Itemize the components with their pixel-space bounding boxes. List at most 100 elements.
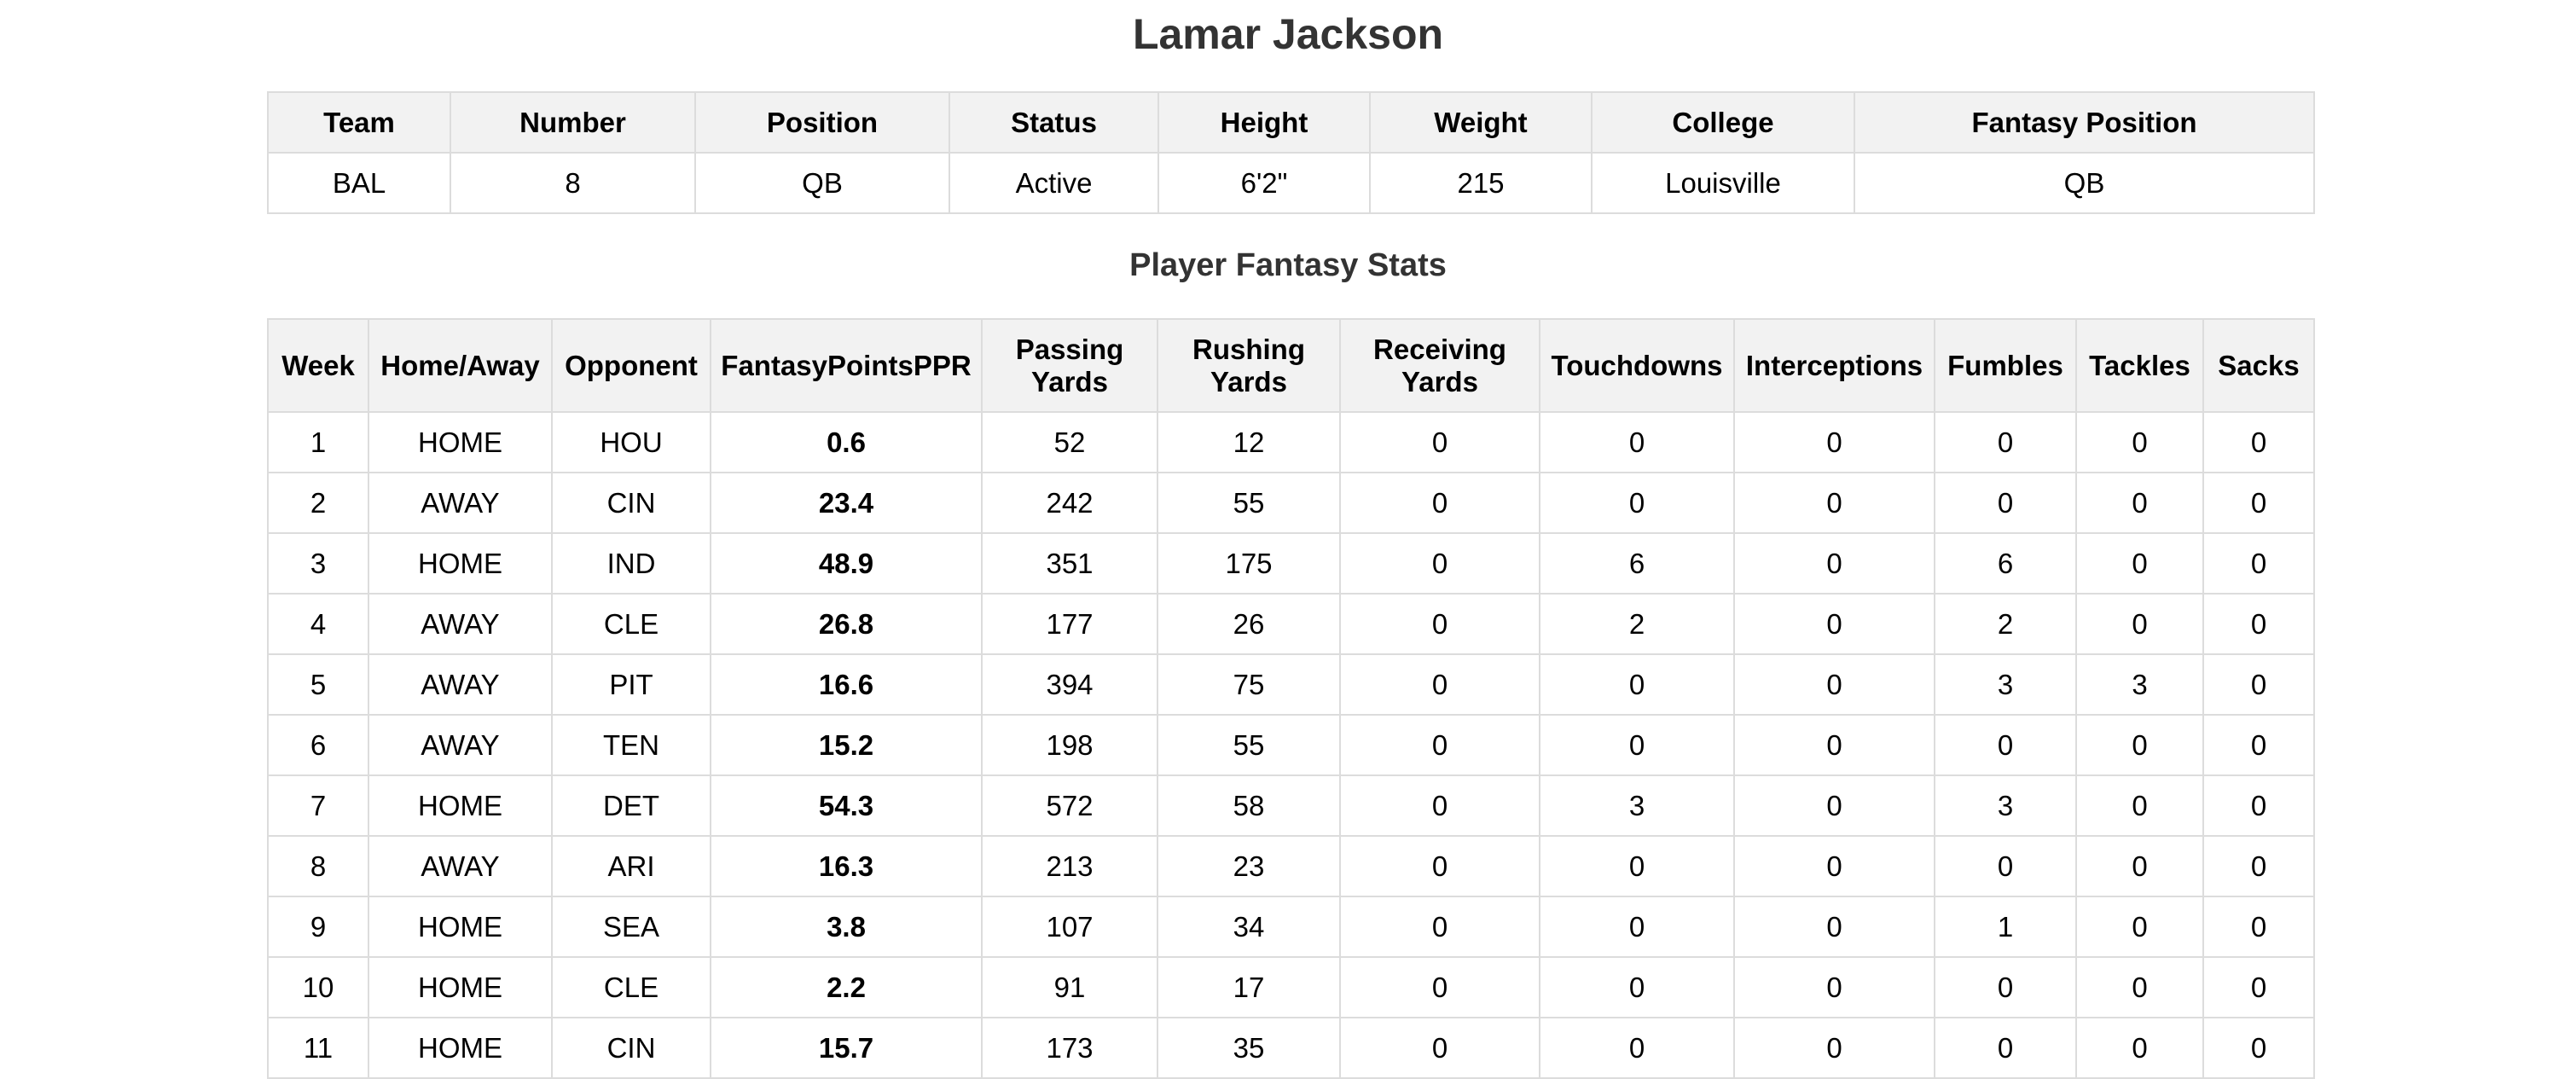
cell-receiving-yards: 0 [1339, 774, 1540, 837]
info-header-row: Team Number Position Status Height Weigh… [267, 91, 2315, 154]
cell-touchdowns: 0 [1539, 956, 1735, 1018]
cell-passing-yards: 572 [981, 774, 1158, 837]
cell-opponent: CIN [551, 1017, 711, 1079]
cell-home-away: HOME [368, 956, 553, 1018]
cell-fumbles: 0 [1934, 472, 2077, 534]
header-home-away: Home/Away [368, 318, 553, 413]
cell-home-away: AWAY [368, 653, 553, 716]
cell-receiving-yards: 0 [1339, 411, 1540, 473]
cell-interceptions: 0 [1733, 411, 1935, 473]
cell-sacks: 0 [2202, 835, 2315, 897]
cell-passing-yards: 198 [981, 714, 1158, 776]
cell-opponent: HOU [551, 411, 711, 473]
cell-touchdowns: 0 [1539, 714, 1735, 776]
cell-sacks: 0 [2202, 714, 2315, 776]
cell-touchdowns: 0 [1539, 1017, 1735, 1079]
stats-table-body: 1 HOME HOU 0.6 52 12 0 0 0 0 0 0 2 AWAY CIN 23.4 242 55 0 0… [267, 411, 2315, 1079]
table-row: 6 AWAY TEN 15.2 198 55 0 0 0 0 0 0 [267, 714, 2315, 776]
cell-fumbles: 0 [1934, 411, 2077, 473]
header-sacks: Sacks [2202, 318, 2315, 413]
cell-sacks: 0 [2202, 532, 2315, 595]
cell-rushing-yards: 75 [1157, 653, 1341, 716]
cell-home-away: AWAY [368, 593, 553, 655]
cell-fantasy-points: 3.8 [710, 896, 983, 958]
header-interceptions: Interceptions [1733, 318, 1935, 413]
info-position: QB [694, 152, 950, 214]
info-header-status: Status [949, 91, 1159, 154]
info-fantasy-position: QB [1854, 152, 2315, 214]
cell-fantasy-points: 15.7 [710, 1017, 983, 1079]
cell-week: 6 [267, 714, 369, 776]
table-row: 3 HOME IND 48.9 351 175 0 6 0 6 0 0 [267, 532, 2315, 595]
cell-sacks: 0 [2202, 411, 2315, 473]
header-opponent: Opponent [551, 318, 711, 413]
cell-passing-yards: 394 [981, 653, 1158, 716]
cell-tackles: 0 [2075, 411, 2204, 473]
cell-tackles: 0 [2075, 896, 2204, 958]
cell-opponent: ARI [551, 835, 711, 897]
cell-passing-yards: 177 [981, 593, 1158, 655]
cell-home-away: AWAY [368, 835, 553, 897]
cell-receiving-yards: 0 [1339, 1017, 1540, 1079]
header-rushing-yards: Rushing Yards [1157, 318, 1341, 413]
cell-tackles: 0 [2075, 472, 2204, 534]
cell-home-away: HOME [368, 532, 553, 595]
cell-interceptions: 0 [1733, 956, 1935, 1018]
info-header-team: Team [267, 91, 451, 154]
page-title: Lamar Jackson [1132, 10, 1444, 58]
cell-rushing-yards: 55 [1157, 714, 1341, 776]
cell-fantasy-points: 16.6 [710, 653, 983, 716]
cell-home-away: HOME [368, 774, 553, 837]
cell-fumbles: 0 [1934, 835, 2077, 897]
cell-fumbles: 3 [1934, 653, 2077, 716]
cell-opponent: DET [551, 774, 711, 837]
cell-interceptions: 0 [1733, 593, 1935, 655]
cell-week: 10 [267, 956, 369, 1018]
cell-opponent: TEN [551, 714, 711, 776]
cell-fumbles: 0 [1934, 956, 2077, 1018]
cell-sacks: 0 [2202, 1017, 2315, 1079]
cell-tackles: 0 [2075, 956, 2204, 1018]
cell-touchdowns: 0 [1539, 896, 1735, 958]
cell-sacks: 0 [2202, 896, 2315, 958]
section-title: Player Fantasy Stats [1129, 247, 1447, 283]
cell-sacks: 0 [2202, 472, 2315, 534]
info-header-fantasy-position: Fantasy Position [1854, 91, 2315, 154]
stats-header-row: Week Home/Away Opponent FantasyPointsPPR… [267, 318, 2315, 413]
cell-touchdowns: 6 [1539, 532, 1735, 595]
cell-tackles: 0 [2075, 1017, 2204, 1079]
cell-week: 3 [267, 532, 369, 595]
cell-sacks: 0 [2202, 956, 2315, 1018]
cell-fantasy-points: 0.6 [710, 411, 983, 473]
cell-interceptions: 0 [1733, 896, 1935, 958]
cell-touchdowns: 0 [1539, 835, 1735, 897]
cell-fantasy-points: 23.4 [710, 472, 983, 534]
cell-receiving-yards: 0 [1339, 714, 1540, 776]
header-tackles: Tackles [2075, 318, 2204, 413]
cell-interceptions: 0 [1733, 653, 1935, 716]
header-week: Week [267, 318, 369, 413]
cell-rushing-yards: 58 [1157, 774, 1341, 837]
cell-week: 5 [267, 653, 369, 716]
player-info-table: Team Number Position Status Height Weigh… [267, 91, 2315, 214]
cell-passing-yards: 242 [981, 472, 1158, 534]
cell-home-away: AWAY [368, 714, 553, 776]
cell-sacks: 0 [2202, 653, 2315, 716]
cell-week: 2 [267, 472, 369, 534]
info-value-row: BAL 8 QB Active 6'2" 215 Louisville QB [267, 152, 2315, 214]
info-status: Active [949, 152, 1159, 214]
cell-fumbles: 6 [1934, 532, 2077, 595]
cell-passing-yards: 173 [981, 1017, 1158, 1079]
info-header-position: Position [694, 91, 950, 154]
cell-receiving-yards: 0 [1339, 896, 1540, 958]
info-number: 8 [450, 152, 696, 214]
cell-touchdowns: 0 [1539, 653, 1735, 716]
cell-interceptions: 0 [1733, 835, 1935, 897]
cell-fumbles: 0 [1934, 1017, 2077, 1079]
cell-fantasy-points: 26.8 [710, 593, 983, 655]
cell-receiving-yards: 0 [1339, 593, 1540, 655]
cell-week: 9 [267, 896, 369, 958]
cell-passing-yards: 213 [981, 835, 1158, 897]
cell-rushing-yards: 23 [1157, 835, 1341, 897]
cell-receiving-yards: 0 [1339, 532, 1540, 595]
